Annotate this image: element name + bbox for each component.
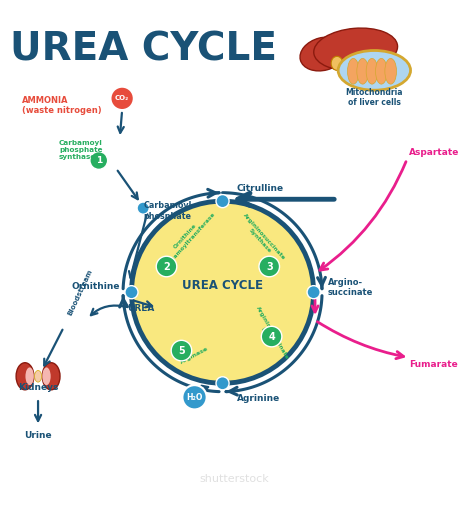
- Text: 3: 3: [266, 262, 272, 272]
- Text: Ornithine
Carbamoyltransferase: Ornithine Carbamoyltransferase: [158, 207, 217, 270]
- Ellipse shape: [314, 28, 398, 71]
- Ellipse shape: [42, 363, 60, 390]
- Text: 2: 2: [163, 262, 170, 272]
- Ellipse shape: [35, 371, 42, 382]
- Text: Bloodstream: Bloodstream: [67, 268, 94, 316]
- Text: Ornithine: Ornithine: [71, 282, 120, 291]
- Text: Arginase: Arginase: [180, 346, 210, 365]
- Circle shape: [183, 385, 207, 410]
- Circle shape: [261, 326, 282, 347]
- Text: Citrulline: Citrulline: [236, 183, 284, 192]
- Ellipse shape: [353, 42, 395, 75]
- Circle shape: [216, 194, 229, 208]
- Ellipse shape: [331, 57, 343, 70]
- Ellipse shape: [26, 368, 34, 385]
- Ellipse shape: [376, 59, 387, 84]
- Text: H₂O: H₂O: [186, 393, 203, 402]
- Text: Argino-
succinate: Argino- succinate: [328, 278, 373, 297]
- Text: UREA CYCLE: UREA CYCLE: [182, 279, 263, 292]
- Text: AMMONIA
(waste nitrogen): AMMONIA (waste nitrogen): [22, 95, 101, 115]
- Text: Carbamoyl
phosphate: Carbamoyl phosphate: [143, 201, 192, 221]
- Ellipse shape: [300, 37, 346, 71]
- Text: 4: 4: [268, 332, 275, 341]
- Circle shape: [307, 286, 320, 299]
- Text: Kidneys: Kidneys: [18, 383, 58, 392]
- Circle shape: [216, 377, 229, 390]
- Ellipse shape: [338, 50, 411, 90]
- Circle shape: [259, 256, 280, 277]
- Circle shape: [156, 256, 177, 277]
- Circle shape: [111, 87, 134, 110]
- Text: Agrinine: Agrinine: [236, 394, 280, 403]
- Text: Aspartate: Aspartate: [409, 147, 460, 157]
- Circle shape: [125, 286, 138, 299]
- Text: CO₂: CO₂: [115, 95, 129, 102]
- Ellipse shape: [16, 363, 34, 390]
- Text: 5: 5: [178, 345, 185, 356]
- Circle shape: [171, 340, 192, 361]
- Text: UREA CYCLE: UREA CYCLE: [10, 31, 277, 69]
- Text: Carbamoyl
phosphate
synthase: Carbamoyl phosphate synthase: [59, 140, 103, 160]
- Text: UREA: UREA: [127, 304, 155, 313]
- Circle shape: [131, 201, 314, 383]
- Text: Argininosuccinate
Lyase: Argininosuccinate Lyase: [249, 306, 289, 363]
- Text: Argininosuccinate
Synthase: Argininosuccinate Synthase: [238, 213, 287, 265]
- Text: Urine: Urine: [24, 431, 52, 440]
- Text: Mitochondria
of liver cells: Mitochondria of liver cells: [346, 88, 403, 107]
- Ellipse shape: [348, 59, 359, 84]
- Text: shutterstock: shutterstock: [199, 474, 269, 484]
- Ellipse shape: [42, 368, 51, 385]
- Circle shape: [137, 202, 149, 214]
- Text: Fumarate: Fumarate: [409, 360, 458, 369]
- Ellipse shape: [385, 59, 396, 84]
- Circle shape: [90, 152, 108, 169]
- Ellipse shape: [366, 59, 378, 84]
- Text: 1: 1: [96, 156, 102, 165]
- Ellipse shape: [357, 59, 368, 84]
